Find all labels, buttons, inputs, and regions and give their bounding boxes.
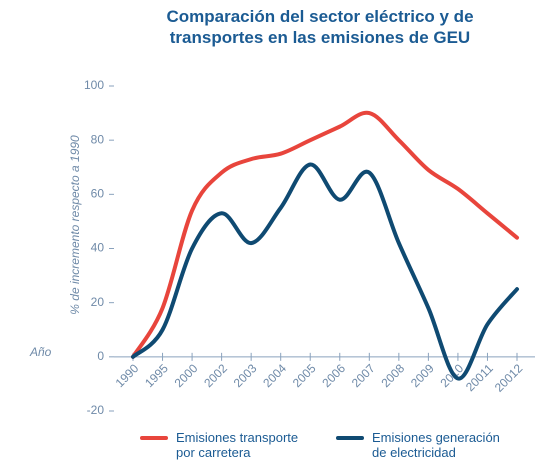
y-tick-label: 80 — [91, 132, 105, 146]
legend-item: Emisiones generación de electricidad — [336, 430, 512, 460]
legend-swatch — [336, 436, 364, 440]
chart-title: Comparación del sector eléctrico y de tr… — [166, 7, 474, 47]
x-tick-label: 2002 — [201, 361, 230, 390]
legend: Emisiones transporte por carretera Emisio… — [140, 430, 532, 460]
legend-label: Emisiones transporte por carretera — [176, 430, 299, 460]
x-tick-label: 20012 — [492, 361, 526, 395]
x-tick-label: 2007 — [349, 361, 378, 390]
legend-item: Emisiones transporte por carretera — [140, 430, 316, 460]
x-tick-label: 2000 — [172, 361, 201, 390]
x-tick-label: 1995 — [142, 361, 171, 390]
x-tick-label: 2004 — [260, 361, 289, 390]
x-tick-label: 2009 — [408, 361, 437, 390]
legend-label: Emisiones generación de electricidad — [372, 430, 500, 460]
y-tick-label: 60 — [91, 187, 105, 201]
x-axis-label: Año — [29, 345, 52, 359]
series-line — [131, 162, 519, 381]
y-tick-label: 40 — [91, 241, 105, 255]
y-tick-label: 20 — [91, 295, 105, 309]
series-line — [131, 110, 519, 359]
x-tick-label: 2005 — [290, 361, 319, 390]
y-axis-label: % de incremento respecto a 1990 — [68, 135, 82, 315]
y-tick-label: 0 — [97, 349, 104, 363]
y-tick-label: -20 — [87, 403, 105, 417]
x-tick-label: 2008 — [378, 361, 407, 390]
x-tick-label: 2006 — [319, 361, 348, 390]
y-tick-label: 100 — [84, 78, 104, 92]
x-tick-label: 1990 — [113, 361, 142, 390]
x-tick-label: 2003 — [231, 361, 260, 390]
legend-swatch — [140, 436, 168, 440]
